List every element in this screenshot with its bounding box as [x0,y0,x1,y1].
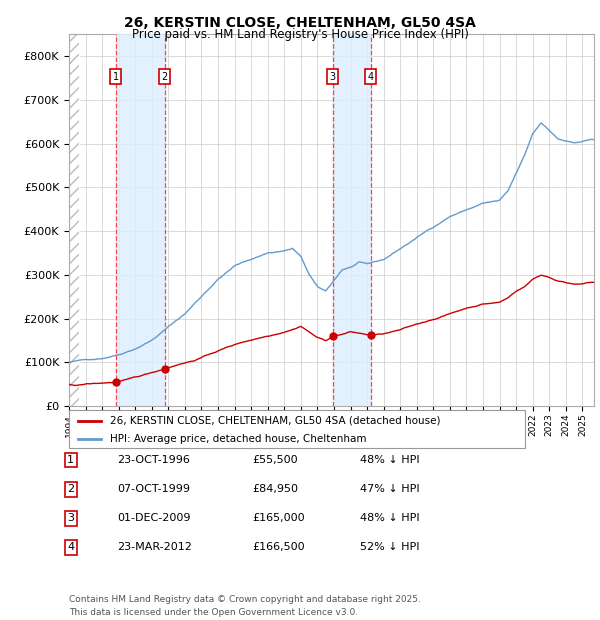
Text: 1: 1 [67,455,74,465]
Text: 01-DEC-2009: 01-DEC-2009 [117,513,191,523]
Text: 48% ↓ HPI: 48% ↓ HPI [360,513,419,523]
Text: 47% ↓ HPI: 47% ↓ HPI [360,484,419,494]
Text: 52% ↓ HPI: 52% ↓ HPI [360,542,419,552]
Text: 2: 2 [161,72,167,82]
Text: 26, KERSTIN CLOSE, CHELTENHAM, GL50 4SA (detached house): 26, KERSTIN CLOSE, CHELTENHAM, GL50 4SA … [110,416,440,426]
Text: 1: 1 [112,72,119,82]
Text: 2: 2 [67,484,74,494]
Text: 3: 3 [67,513,74,523]
Text: Price paid vs. HM Land Registry's House Price Index (HPI): Price paid vs. HM Land Registry's House … [131,28,469,41]
Text: 4: 4 [67,542,74,552]
Text: 3: 3 [329,72,336,82]
Text: 23-MAR-2012: 23-MAR-2012 [117,542,192,552]
Text: Contains HM Land Registry data © Crown copyright and database right 2025.
This d: Contains HM Land Registry data © Crown c… [69,595,421,617]
Text: £165,000: £165,000 [252,513,305,523]
Text: 26, KERSTIN CLOSE, CHELTENHAM, GL50 4SA: 26, KERSTIN CLOSE, CHELTENHAM, GL50 4SA [124,16,476,30]
Text: HPI: Average price, detached house, Cheltenham: HPI: Average price, detached house, Chel… [110,435,367,445]
Text: £55,500: £55,500 [252,455,298,465]
Text: 4: 4 [368,72,374,82]
Text: £166,500: £166,500 [252,542,305,552]
Text: 23-OCT-1996: 23-OCT-1996 [117,455,190,465]
Bar [69,34,79,406]
Text: 48% ↓ HPI: 48% ↓ HPI [360,455,419,465]
Text: £84,950: £84,950 [252,484,298,494]
Bar [332,34,371,406]
Bar [69,34,79,406]
Bar [116,34,164,406]
FancyBboxPatch shape [69,410,525,448]
Text: 07-OCT-1999: 07-OCT-1999 [117,484,190,494]
